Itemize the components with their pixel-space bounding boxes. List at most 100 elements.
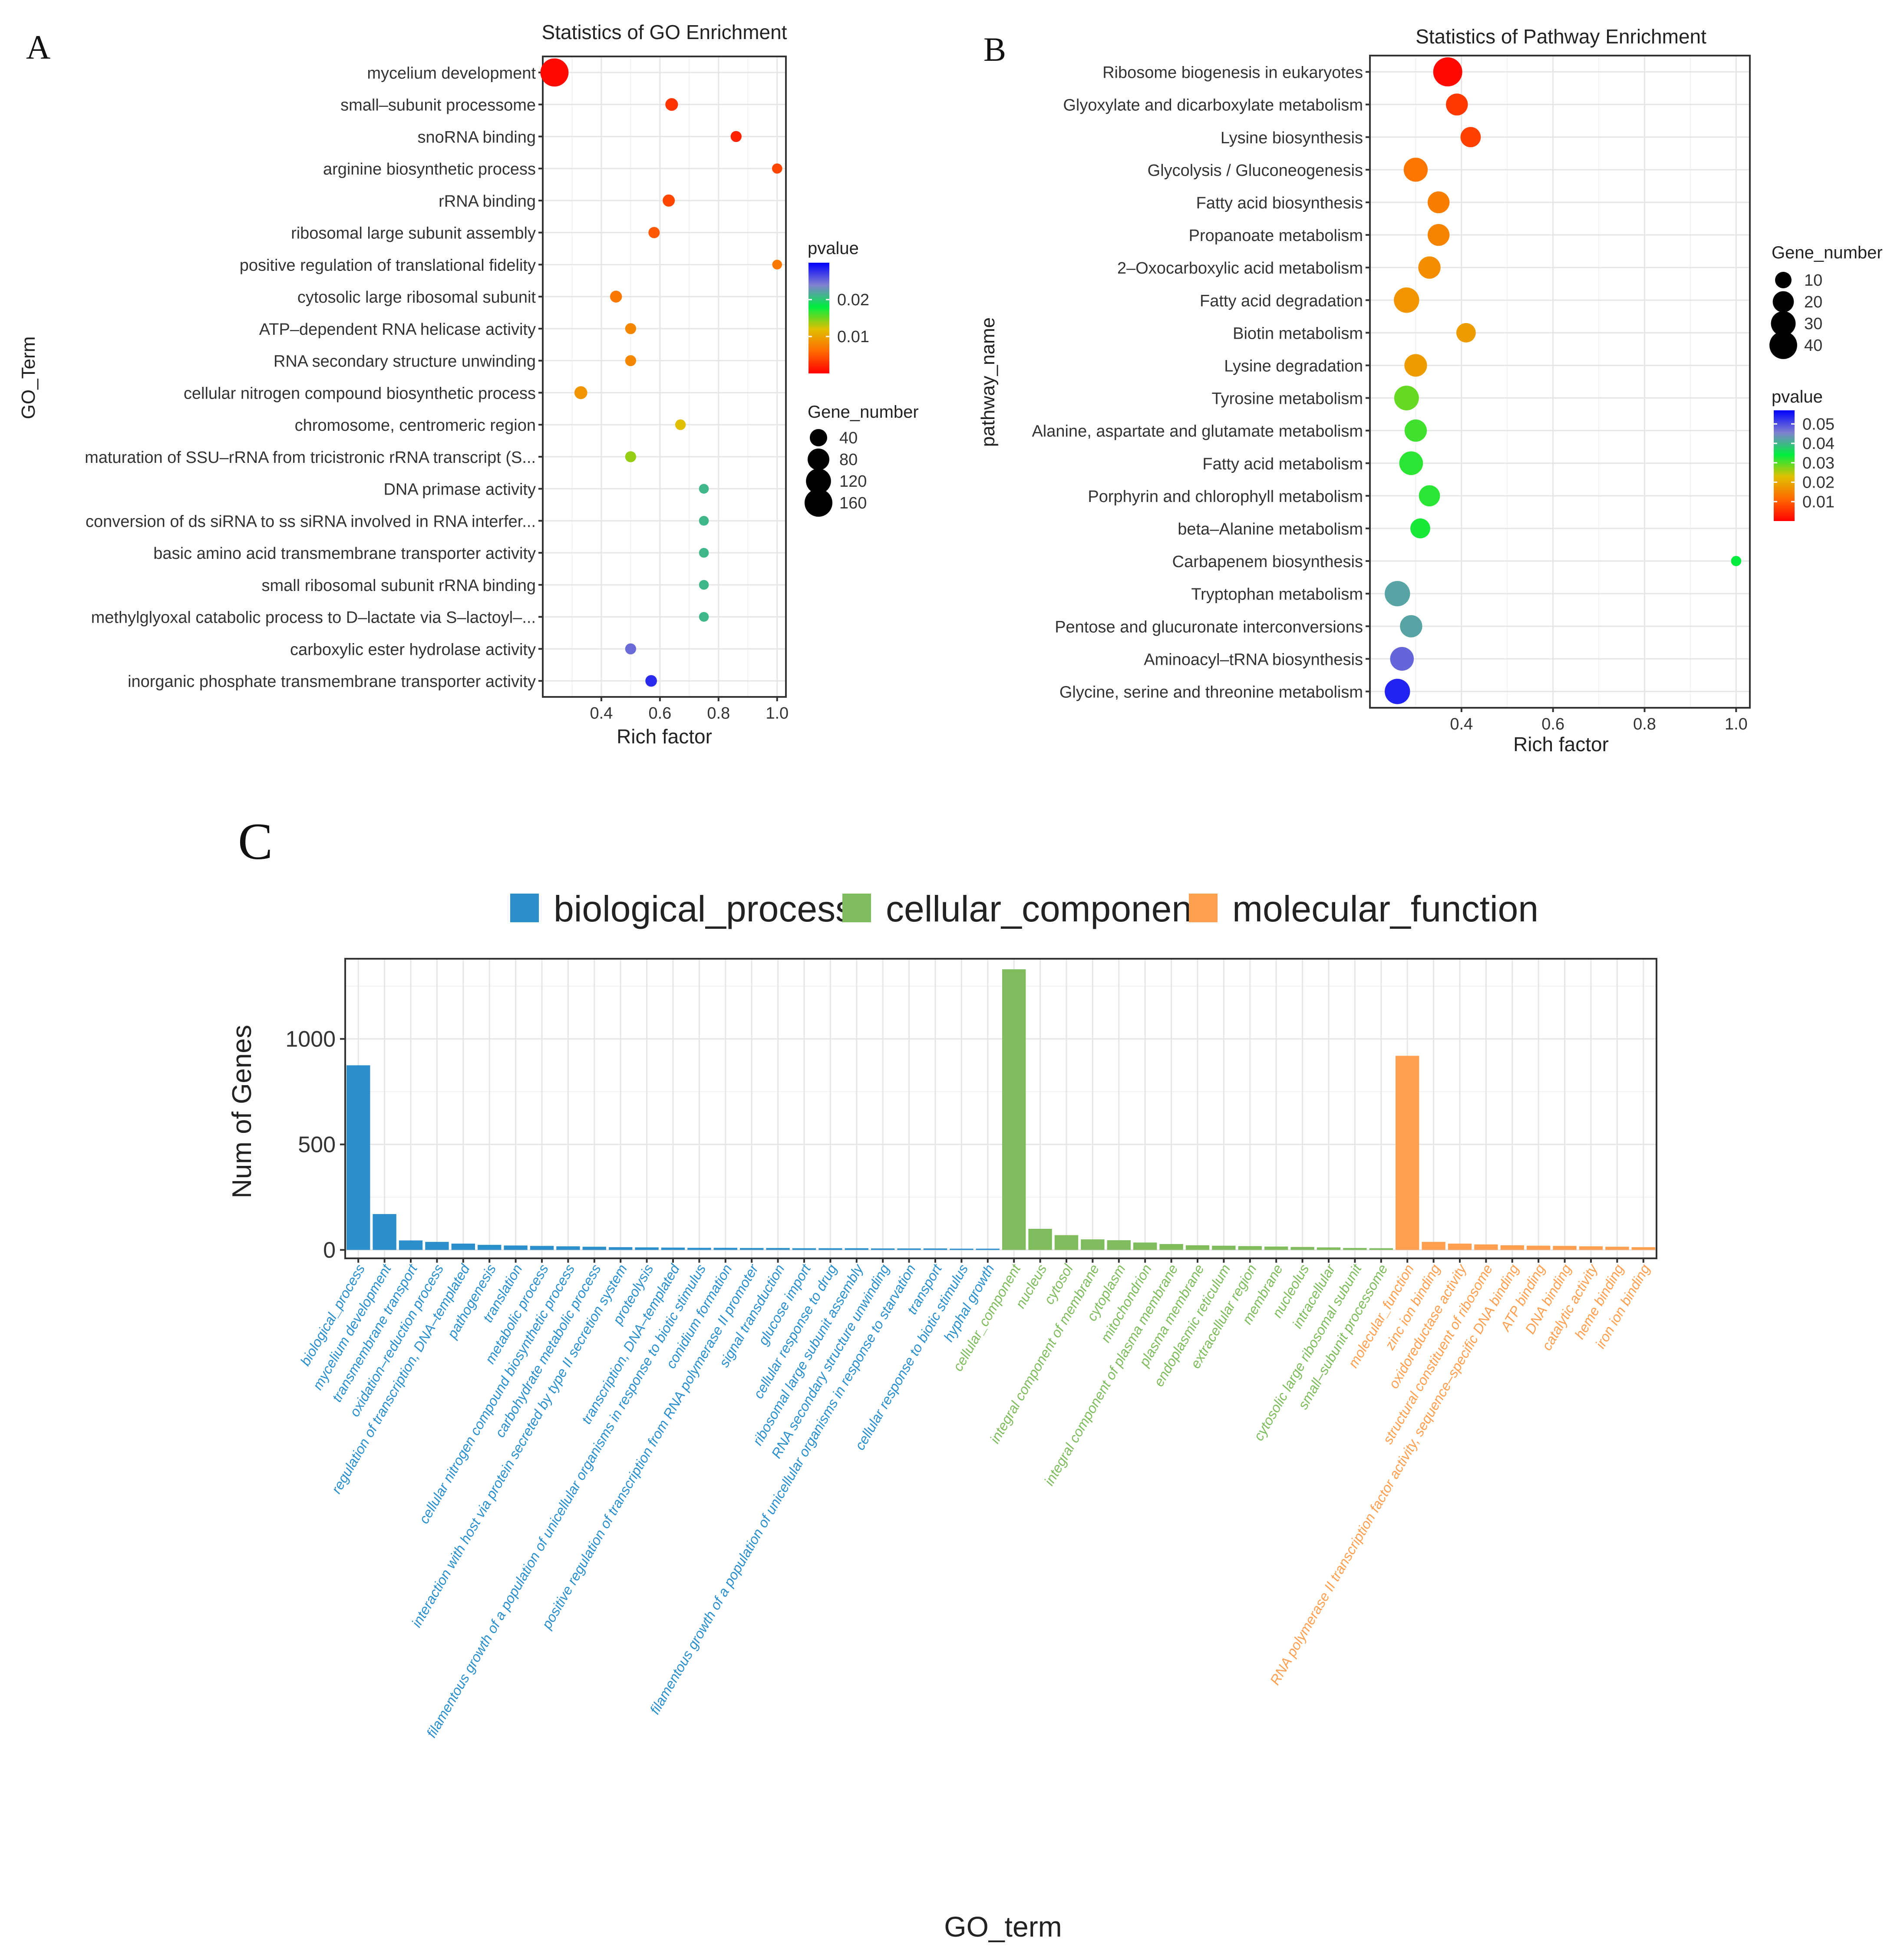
- y-tick-label: Glycolysis / Gluconeogenesis: [1148, 162, 1363, 180]
- bar: [1579, 1246, 1603, 1250]
- legend-label: molecular_function: [1232, 888, 1538, 929]
- data-point: [610, 290, 622, 303]
- y-tick-label: carboxylic ester hydrolase activity: [290, 640, 536, 659]
- data-point: [1427, 191, 1450, 214]
- bar: [1474, 1244, 1498, 1250]
- data-point: [663, 194, 675, 207]
- data-point: [1394, 287, 1419, 313]
- y-tick-label: Fatty acid biosynthesis: [1196, 194, 1363, 212]
- bar: [556, 1246, 580, 1250]
- y-tick-label: Pentose and glucuronate interconversions: [1055, 618, 1363, 636]
- pathway-pvalue-colorbar: 0.05 0.040.03 0.020.01: [1774, 410, 1835, 521]
- y-tick-label: Glycine, serine and threonine metabolism: [1059, 683, 1363, 701]
- go-enrichment-x-axis-label: Rich factor: [617, 725, 712, 748]
- size-legend-dot: [808, 449, 829, 470]
- y-tick-label: DNA primase activity: [383, 481, 536, 499]
- bar: [582, 1247, 606, 1250]
- panel-letter-b: B: [983, 30, 1006, 68]
- bar: [451, 1243, 475, 1250]
- bar: [1002, 969, 1026, 1250]
- bar: [897, 1248, 921, 1250]
- x-tick-label: 1.0: [766, 704, 789, 723]
- y-tick-label: cytosolic large ribosomal subunit: [297, 288, 536, 307]
- bar: [1107, 1240, 1131, 1250]
- pvalue-tick-label: 0.01: [837, 328, 869, 346]
- bar: [373, 1214, 396, 1250]
- bar: [1396, 1056, 1419, 1250]
- y-tick-label: ribosomal large subunit assembly: [291, 224, 536, 243]
- y-tick-label: Aminoacyl–tRNA biosynthesis: [1144, 650, 1363, 669]
- y-tick-label: maturation of SSU–rRNA from tricistronic…: [85, 449, 536, 467]
- go-pvalue-colorbar: 0.02 0.01: [808, 263, 869, 373]
- bar: [1159, 1244, 1183, 1250]
- size-legend-label: 40: [1804, 337, 1822, 355]
- y-tick-label: inorganic phosphate transmembrane transp…: [128, 673, 536, 691]
- data-point: [665, 98, 678, 111]
- data-point: [699, 580, 709, 590]
- pvalue-tick-label: 0.01: [1802, 493, 1835, 511]
- y-tick-label: snoRNA binding: [417, 128, 536, 146]
- data-point: [699, 484, 709, 494]
- go-pvalue-legend-title: pvalue: [808, 239, 859, 258]
- data-point: [1427, 224, 1450, 246]
- y-tick-label: beta–Alanine metabolism: [1178, 520, 1363, 538]
- data-point: [1404, 354, 1427, 377]
- data-point: [1410, 518, 1430, 538]
- size-legend-label: 20: [1804, 293, 1822, 311]
- bar: [635, 1247, 659, 1250]
- y-tick-label: chromosome, centromeric region: [295, 416, 536, 435]
- bar: [923, 1248, 947, 1250]
- bar: [1133, 1242, 1157, 1250]
- bar: [871, 1248, 895, 1250]
- data-point: [1394, 386, 1419, 411]
- bar: [950, 1248, 973, 1250]
- y-tick-label: cellular nitrogen compound biosynthetic …: [184, 384, 536, 403]
- data-point: [699, 612, 709, 622]
- bar: [740, 1248, 764, 1250]
- y-tick-label: positive regulation of translational fid…: [240, 256, 536, 274]
- x-tick-label: 0.6: [648, 704, 671, 723]
- data-point: [625, 323, 637, 334]
- data-point: [574, 386, 587, 399]
- y-tick-label: Lysine biosynthesis: [1221, 129, 1363, 147]
- pvalue-tick-label: 0.02: [837, 291, 869, 309]
- pathway-gene-number-legend-title: Gene_number: [1772, 243, 1883, 262]
- pathway-pvalue-legend-title: pvalue: [1772, 387, 1823, 406]
- pvalue-gradient-bar: [1774, 410, 1795, 521]
- go-enrichment-plot: mycelium development small–subunit proces…: [85, 56, 789, 723]
- data-point: [1400, 615, 1422, 637]
- y-tick-label: Ribosome biogenesis in eukaryotes: [1102, 64, 1363, 82]
- bar: [1317, 1247, 1341, 1250]
- bar: [425, 1242, 449, 1250]
- bar: [1422, 1242, 1445, 1250]
- data-point: [699, 548, 709, 558]
- data-point: [1385, 581, 1410, 607]
- data-point: [730, 131, 742, 142]
- bar: [818, 1248, 842, 1250]
- y-tick-label: Glyoxylate and dicarboxylate metabolism: [1063, 96, 1363, 115]
- bar: [346, 1065, 370, 1250]
- pathway-enrichment-plot: Ribosome biogenesis in eukaryotes Glyoxyl…: [1032, 55, 1751, 733]
- x-tick-label: 0.8: [707, 704, 730, 723]
- bar: [792, 1248, 816, 1250]
- x-tick-label: 0.6: [1541, 715, 1564, 733]
- y-tick-label: small–subunit processome: [340, 96, 536, 115]
- pvalue-tick-label: 0.05: [1802, 415, 1835, 433]
- y-tick-label: methylglyoxal catabolic process to D–lac…: [91, 609, 536, 627]
- go-gene-number-legend-title: Gene_number: [808, 403, 919, 422]
- data-point: [1456, 323, 1476, 343]
- data-point: [648, 227, 660, 238]
- y-tick-label: 1000: [285, 1027, 336, 1052]
- bar: [1081, 1239, 1105, 1250]
- pvalue-tick-label: 0.02: [1802, 474, 1835, 492]
- go-enrichment-panel: A Statistics of GO Enrichment mycelium d…: [18, 21, 919, 748]
- bar: [1054, 1235, 1079, 1250]
- data-point: [1446, 93, 1468, 116]
- legend-label: cellular_component: [886, 888, 1202, 929]
- data-point: [1731, 556, 1742, 566]
- bar: [661, 1247, 685, 1250]
- data-point: [675, 419, 686, 430]
- bar: [1605, 1247, 1629, 1250]
- size-legend-label: 10: [1804, 271, 1822, 290]
- data-point: [625, 643, 637, 655]
